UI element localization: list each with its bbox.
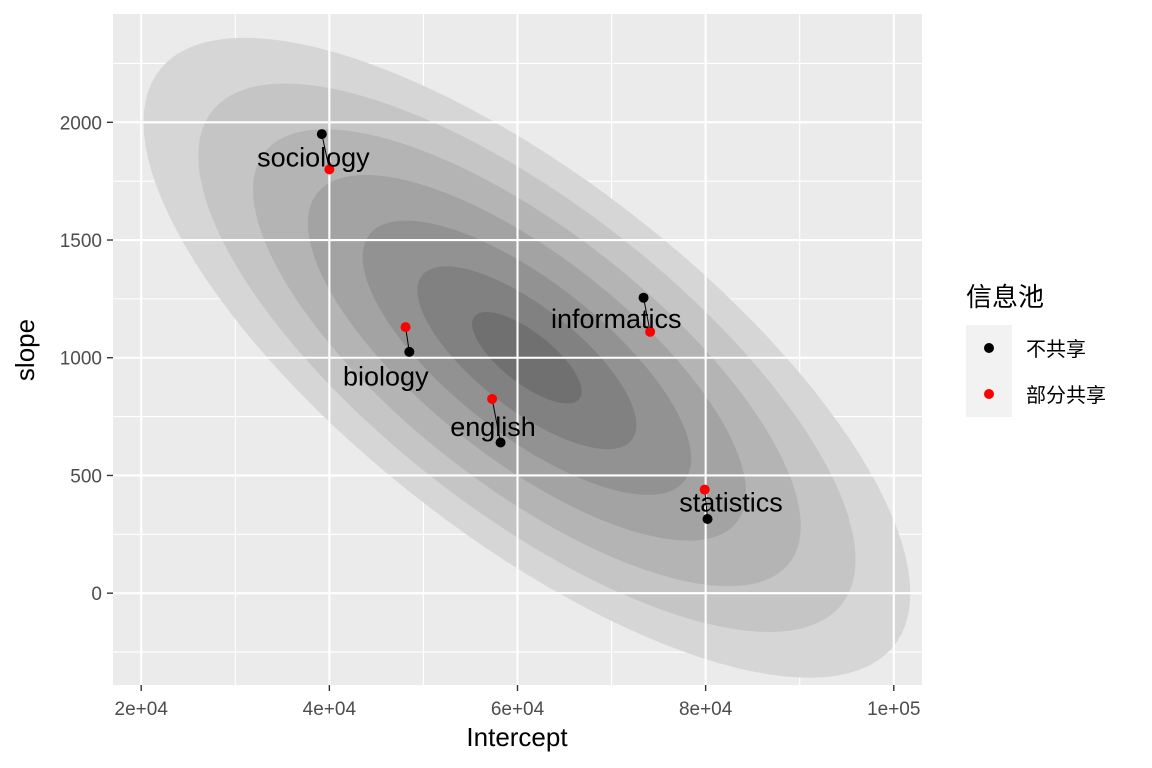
x-axis-ticks: 2e+04 4e+04 6e+04 8e+04 1e+05 — [115, 685, 920, 720]
legend-label-partial-share: 部分共享 — [1026, 383, 1106, 407]
point-label-english: english — [450, 412, 536, 442]
point-no-share-statistics — [702, 514, 713, 525]
y-tick-label: 2000 — [60, 113, 102, 134]
y-axis-ticks: 0 500 1000 1500 2000 — [60, 113, 113, 605]
major-gridlines — [113, 14, 922, 685]
x-tick-label: 2e+04 — [115, 699, 169, 720]
point-partial-share-english — [487, 393, 498, 404]
y-tick-label: 0 — [91, 584, 102, 605]
x-tick-label: 1e+05 — [867, 699, 920, 720]
point-label-statistics: statistics — [679, 488, 783, 518]
connector-sociology — [321, 133, 330, 170]
point-partial-share-biology — [400, 322, 411, 333]
legend: 信息池 不共享 部分共享 — [966, 283, 1106, 417]
legend-key-red-point — [984, 389, 994, 399]
legend-title: 信息池 — [966, 283, 1044, 313]
legend-key-background — [966, 325, 1012, 417]
y-axis-title: slope — [10, 319, 40, 381]
data-points — [316, 129, 713, 525]
point-label-sociology: sociology — [257, 143, 370, 173]
y-tick-label: 1500 — [60, 231, 102, 252]
x-axis-title: Intercept — [466, 722, 568, 752]
x-tick-label: 8e+04 — [679, 699, 733, 720]
y-tick-label: 1000 — [60, 349, 102, 370]
point-label-informatics: informatics — [551, 304, 682, 334]
connector-informatics — [643, 297, 651, 332]
point-no-share-english — [495, 437, 506, 448]
point-no-share-informatics — [638, 292, 649, 303]
connector-english — [491, 398, 502, 443]
point-labels: sociology biology english informatics statis… — [257, 143, 783, 518]
y-tick-label: 500 — [70, 466, 102, 487]
point-no-share-sociology — [316, 129, 327, 140]
x-tick-label: 6e+04 — [491, 699, 545, 720]
point-label-biology: biology — [343, 362, 429, 392]
point-partial-share-sociology — [324, 164, 335, 175]
legend-label-no-share: 不共享 — [1026, 337, 1086, 361]
point-partial-share-informatics — [645, 326, 656, 337]
point-no-share-biology — [404, 346, 415, 357]
point-partial-share-statistics — [699, 484, 710, 495]
legend-key-black-point — [984, 343, 994, 353]
x-tick-label: 4e+04 — [303, 699, 357, 720]
